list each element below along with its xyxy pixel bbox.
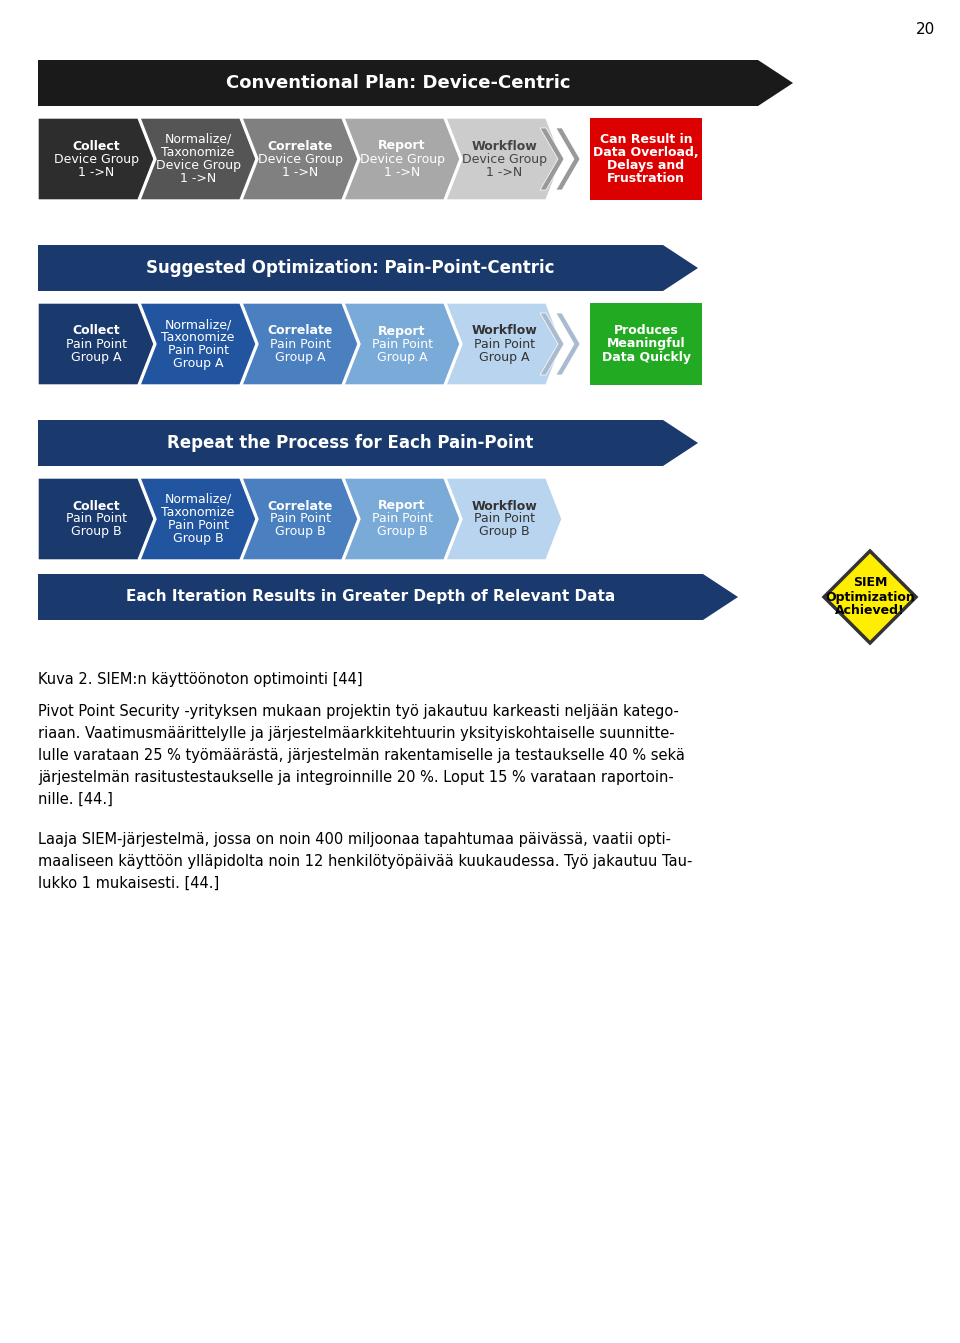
Text: Device Group: Device Group	[462, 153, 546, 165]
Polygon shape	[140, 118, 256, 200]
Text: Produces: Produces	[613, 325, 679, 337]
Text: Report: Report	[378, 500, 425, 513]
Polygon shape	[38, 478, 154, 560]
Polygon shape	[344, 118, 460, 200]
Text: Report: Report	[378, 140, 425, 153]
Text: Group B: Group B	[71, 525, 121, 539]
Polygon shape	[38, 420, 698, 466]
Polygon shape	[38, 304, 154, 385]
Polygon shape	[140, 478, 256, 560]
Polygon shape	[38, 244, 698, 291]
Polygon shape	[824, 551, 916, 643]
Polygon shape	[38, 573, 738, 620]
Text: maaliseen käyttöön ylläpidolta noin 12 henkilötyöpäivää kuukaudessa. Työ jakautu: maaliseen käyttöön ylläpidolta noin 12 h…	[38, 854, 692, 869]
Polygon shape	[344, 304, 460, 385]
Text: Group A: Group A	[376, 351, 427, 364]
Text: Workflow: Workflow	[471, 500, 537, 513]
Text: 1 ->N: 1 ->N	[78, 165, 114, 179]
FancyBboxPatch shape	[590, 304, 702, 385]
Text: Pain Point: Pain Point	[167, 344, 228, 357]
Polygon shape	[242, 478, 358, 560]
Text: Pain Point: Pain Point	[65, 337, 127, 351]
Text: 1 ->N: 1 ->N	[384, 165, 420, 179]
Text: Taxonomize: Taxonomize	[161, 506, 234, 518]
Polygon shape	[540, 313, 564, 375]
Polygon shape	[446, 478, 562, 560]
Text: Frustration: Frustration	[607, 172, 685, 185]
Text: Collect: Collect	[72, 500, 120, 513]
Polygon shape	[140, 304, 256, 385]
Text: Correlate: Correlate	[267, 325, 333, 337]
Polygon shape	[540, 128, 564, 189]
Text: Taxonomize: Taxonomize	[161, 330, 234, 344]
Text: Pain Point: Pain Point	[473, 337, 535, 351]
Text: Group B: Group B	[479, 525, 529, 539]
Text: Optimization: Optimization	[826, 591, 915, 603]
Text: Normalize/: Normalize/	[164, 318, 231, 330]
Text: Report: Report	[378, 325, 425, 337]
Text: Pivot Point Security -yrityksen mukaan projektin työ jakautuu karkeasti neljään : Pivot Point Security -yrityksen mukaan p…	[38, 704, 679, 719]
Text: 1 ->N: 1 ->N	[486, 165, 522, 179]
Text: Conventional Plan: Device-Centric: Conventional Plan: Device-Centric	[226, 74, 570, 93]
Text: Pain Point: Pain Point	[372, 337, 433, 351]
Polygon shape	[38, 60, 793, 106]
Text: Device Group: Device Group	[54, 153, 138, 165]
Text: Laaja SIEM-järjestelmä, jossa on noin 400 miljoonaa tapahtumaa päivässä, vaatii : Laaja SIEM-järjestelmä, jossa on noin 40…	[38, 833, 671, 847]
Text: Pain Point: Pain Point	[473, 513, 535, 525]
Polygon shape	[38, 118, 154, 200]
Text: järjestelmän rasitustestaukselle ja integroinnille 20 %. Loput 15 % varataan rap: järjestelmän rasitustestaukselle ja inte…	[38, 770, 674, 786]
Text: Group B: Group B	[376, 525, 427, 539]
Text: Collect: Collect	[72, 140, 120, 153]
Text: Kuva 2. SIEM:n käyttöönoton optimointi [44]: Kuva 2. SIEM:n käyttöönoton optimointi […	[38, 672, 363, 688]
Text: Group B: Group B	[173, 532, 224, 545]
Text: Pain Point: Pain Point	[270, 513, 330, 525]
Text: Data Overload,: Data Overload,	[593, 146, 699, 158]
Text: Suggested Optimization: Pain-Point-Centric: Suggested Optimization: Pain-Point-Centr…	[146, 259, 555, 277]
Polygon shape	[242, 118, 358, 200]
Text: SIEM: SIEM	[852, 576, 887, 590]
Polygon shape	[556, 313, 580, 375]
Text: 20: 20	[916, 21, 935, 38]
Text: Normalize/: Normalize/	[164, 133, 231, 146]
Text: Each Iteration Results in Greater Depth of Relevant Data: Each Iteration Results in Greater Depth …	[126, 590, 615, 604]
Polygon shape	[556, 128, 580, 189]
Text: lukko 1 mukaisesti. [44.]: lukko 1 mukaisesti. [44.]	[38, 876, 219, 890]
Text: Meaningful: Meaningful	[607, 337, 685, 351]
Text: Can Result in: Can Result in	[600, 133, 692, 146]
Text: Group A: Group A	[275, 351, 325, 364]
Polygon shape	[446, 304, 562, 385]
Text: Collect: Collect	[72, 325, 120, 337]
Text: 1 ->N: 1 ->N	[282, 165, 318, 179]
Text: Device Group: Device Group	[156, 158, 241, 172]
Text: Device Group: Device Group	[359, 153, 444, 165]
Text: nille. [44.]: nille. [44.]	[38, 792, 113, 807]
Text: Pain Point: Pain Point	[372, 513, 433, 525]
Text: Achieved!: Achieved!	[835, 604, 905, 618]
Text: Workflow: Workflow	[471, 140, 537, 153]
Text: Workflow: Workflow	[471, 325, 537, 337]
FancyBboxPatch shape	[590, 118, 702, 200]
Text: Pain Point: Pain Point	[65, 513, 127, 525]
Text: Correlate: Correlate	[267, 140, 333, 153]
Text: Device Group: Device Group	[257, 153, 343, 165]
Text: Pain Point: Pain Point	[270, 337, 330, 351]
Text: Group A: Group A	[173, 357, 224, 371]
Text: lulle varataan 25 % työmäärästä, järjestelmän rakentamiselle ja testaukselle 40 : lulle varataan 25 % työmäärästä, järjest…	[38, 748, 684, 763]
Text: Delays and: Delays and	[608, 158, 684, 172]
Text: Normalize/: Normalize/	[164, 493, 231, 506]
Text: Data Quickly: Data Quickly	[602, 351, 690, 364]
Text: Group B: Group B	[275, 525, 325, 539]
Text: Taxonomize: Taxonomize	[161, 146, 234, 158]
Text: 1 ->N: 1 ->N	[180, 172, 216, 185]
Polygon shape	[242, 304, 358, 385]
Text: Correlate: Correlate	[267, 500, 333, 513]
Polygon shape	[446, 118, 562, 200]
Text: Pain Point: Pain Point	[167, 518, 228, 532]
Text: Repeat the Process for Each Pain-Point: Repeat the Process for Each Pain-Point	[167, 434, 534, 453]
Text: riaan. Vaatimusmäärittelylle ja järjestelmäarkkitehtuurin yksityiskohtaiselle su: riaan. Vaatimusmäärittelylle ja järjeste…	[38, 727, 675, 741]
Text: Group A: Group A	[479, 351, 529, 364]
Polygon shape	[344, 478, 460, 560]
Text: Group A: Group A	[71, 351, 121, 364]
